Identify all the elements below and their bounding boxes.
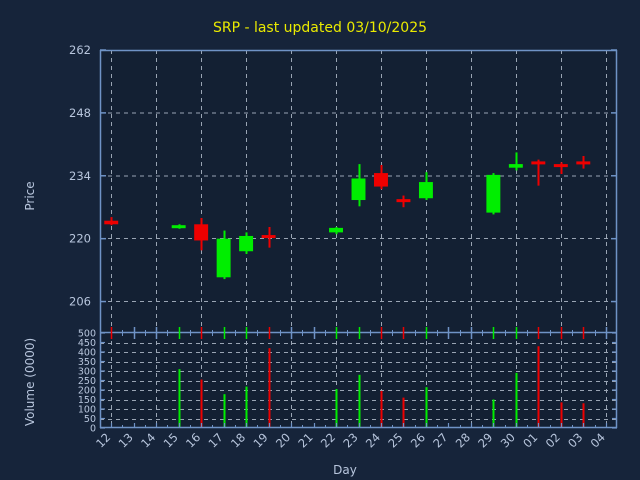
candlestick-series — [104, 152, 591, 280]
candle-body — [171, 225, 186, 229]
price-axis-ticks: 206 220 234 248 262 — [69, 43, 617, 309]
volume-tick-label: 200 — [78, 386, 96, 397]
price-axis-frame — [99, 49, 618, 334]
volume-tick-label: 500 — [78, 329, 96, 340]
candle-body — [104, 220, 119, 225]
volume-tick-label: 0 — [90, 424, 96, 435]
candle-body — [261, 235, 276, 239]
candle-body — [216, 238, 231, 278]
price-tick-label: 220 — [69, 232, 91, 246]
candle-body — [553, 164, 568, 168]
candle-body — [418, 182, 433, 199]
volume-tick-label: 350 — [78, 357, 96, 368]
candle-body — [239, 235, 254, 252]
x-axis-labels: 12 13 14 15 16 17 18 19 20 21 22 23 24 25 26 27 28 29 30 01… — [93, 430, 608, 450]
candle-body — [508, 164, 523, 168]
x-axis-ticks — [110, 327, 608, 428]
price-tick-label: 248 — [69, 106, 91, 120]
chart-title: SRP - last updated 03/10/2025 — [213, 20, 427, 36]
candle-body — [486, 174, 501, 213]
price-axis-title: Price — [23, 181, 37, 210]
price-tick-label: 262 — [69, 43, 91, 57]
volume-axis-title: Volume (0000) — [23, 338, 37, 426]
volume-tick-label: 100 — [78, 405, 96, 416]
candle-body — [396, 199, 411, 203]
volume-tick-label: 50 — [84, 414, 96, 425]
x-axis-title: Day — [333, 463, 357, 477]
price-tick-label: 206 — [69, 295, 91, 309]
volume-tick-label: 150 — [78, 395, 96, 406]
volume-tick-label: 250 — [78, 376, 96, 387]
volume-tick-label: 450 — [78, 338, 96, 349]
candle-body — [576, 161, 591, 165]
candle-body — [194, 224, 209, 241]
volume-tick-label: 300 — [78, 367, 96, 378]
volume-series — [178, 346, 585, 428]
candle-body — [374, 173, 388, 187]
candle-body — [351, 178, 366, 201]
volume-tick-label: 400 — [78, 348, 96, 359]
price-tick-label: 234 — [69, 169, 91, 183]
candle-body — [531, 161, 546, 165]
candle-body — [329, 227, 343, 233]
